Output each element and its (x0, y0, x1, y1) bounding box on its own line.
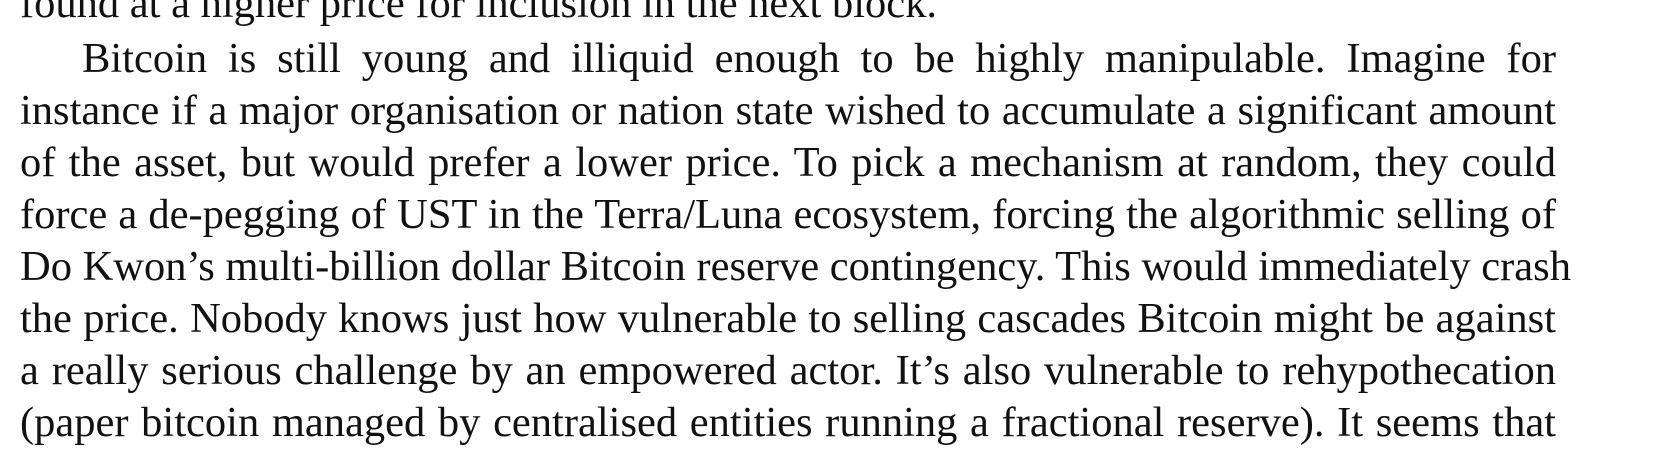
text-line-cut-off: (paper bitcoin managed by centralised en… (20, 399, 1556, 446)
text-line: a really serious challenge by an empower… (20, 347, 1556, 394)
text-line: Do Kwon’s multi-billion dollar Bitcoin r… (20, 243, 1571, 290)
text-line: of the asset, but would prefer a lower p… (20, 139, 1556, 186)
text-line-paragraph-start: Bitcoin is still young and illiquid enou… (82, 35, 1556, 82)
text-line: the price. Nobody knows just how vulnera… (20, 295, 1556, 342)
text-line-previous-paragraph-end: found at a higher price for inclusion in… (20, 0, 938, 27)
text-line: force a de-pegging of UST in the Terra/L… (20, 191, 1556, 238)
text-line: instance if a major organisation or nati… (20, 87, 1556, 134)
